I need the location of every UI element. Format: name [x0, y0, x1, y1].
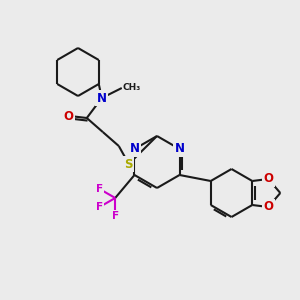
Text: F: F — [96, 184, 103, 194]
Text: N: N — [175, 142, 184, 155]
Text: O: O — [263, 172, 273, 185]
Text: O: O — [263, 200, 273, 214]
Text: N: N — [97, 92, 107, 104]
Text: N: N — [130, 142, 140, 155]
Text: F: F — [96, 202, 103, 212]
Text: F: F — [112, 211, 119, 221]
Text: O: O — [64, 110, 74, 122]
Text: S: S — [124, 158, 133, 170]
Text: CH₃: CH₃ — [123, 83, 141, 92]
